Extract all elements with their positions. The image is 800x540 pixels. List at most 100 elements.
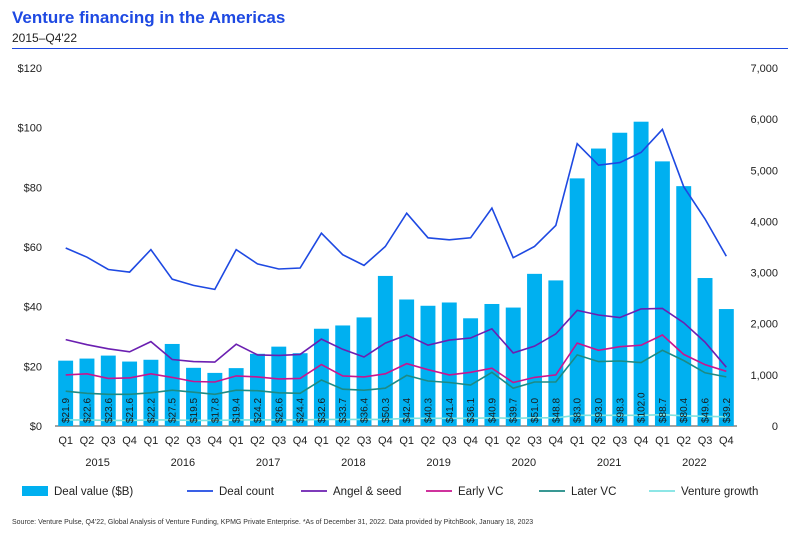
quarter-label: Q2 <box>591 435 606 447</box>
deal-value-label: $88.7 <box>658 398 669 423</box>
legend-label-series: Deal count <box>219 486 275 498</box>
deal-value-label: $36.1 <box>466 398 477 423</box>
deal-value-label: $39.2 <box>722 398 733 423</box>
legend-label-series: Later VC <box>571 486 616 498</box>
deal-value-label: $22.6 <box>82 398 93 423</box>
deal-value-label: $39.7 <box>509 398 520 423</box>
venture-chart: $0 $20 $40 $60 $80 $100 $120 0 1,000 2,000 3,000 4,… <box>18 63 778 498</box>
quarter-label: Q1 <box>144 435 159 447</box>
quarter-label: Q2 <box>335 435 350 447</box>
right-axis-tick: 2,000 <box>750 319 778 331</box>
deal-value-label: $27.5 <box>168 398 179 423</box>
quarter-label: Q4 <box>378 435 393 447</box>
deal-value-label: $51.0 <box>530 398 541 423</box>
quarter-label: Q3 <box>442 435 457 447</box>
deal-value-label: $33.7 <box>338 398 349 423</box>
quarter-label: Q3 <box>527 435 542 447</box>
right-axis-tick: 5,000 <box>750 165 778 177</box>
quarter-label: Q3 <box>698 435 713 447</box>
deal-value-label: $24.2 <box>253 398 264 423</box>
left-axis-tick: $120 <box>18 63 42 75</box>
year-label: 2020 <box>512 457 536 469</box>
deal-value-label: $93.0 <box>594 398 605 423</box>
deal-value-bar <box>654 161 670 426</box>
deal-value-label: $48.8 <box>551 398 562 423</box>
deal-value-label: $50.3 <box>381 398 392 423</box>
quarter-label: Q3 <box>612 435 627 447</box>
deal-value-label: $19.4 <box>232 398 243 423</box>
year-label: 2017 <box>256 457 280 469</box>
deal-value-label: $41.4 <box>445 398 456 423</box>
left-axis-tick: $0 <box>30 421 42 433</box>
deal-value-label: $17.8 <box>210 398 221 423</box>
right-axis-tick: 3,000 <box>750 268 778 280</box>
deal-value-bar <box>271 346 287 426</box>
quarter-label: Q4 <box>719 435 734 447</box>
left-axis-tick: $40 <box>24 302 42 314</box>
year-label: 2019 <box>426 457 450 469</box>
venture-growth-line <box>65 413 727 422</box>
deal-value-bar <box>420 305 436 426</box>
deal-value-bar <box>676 186 692 426</box>
deal-value-bar <box>569 178 585 426</box>
deal-value-bar <box>505 307 521 426</box>
legend-label-series: Venture growth <box>681 486 758 498</box>
deal-value-label: $21.9 <box>61 398 72 423</box>
quarter-label: Q2 <box>80 435 95 447</box>
quarter-label: Q2 <box>506 435 521 447</box>
quarter-label: Q1 <box>485 435 500 447</box>
deal-value-label: $49.6 <box>701 398 712 423</box>
deal-value-bar <box>484 303 500 426</box>
deal-value-label: $22.2 <box>146 398 157 423</box>
deal-value-label: $21.6 <box>125 398 136 423</box>
quarter-label: Q4 <box>549 435 564 447</box>
chart-subtitle: 2015–Q4'22 <box>12 31 78 45</box>
right-axis-tick: 0 <box>772 421 778 433</box>
deal-value-bar <box>313 328 329 426</box>
deal-value-bar <box>100 355 116 426</box>
right-axis-tick: 1,000 <box>750 370 778 382</box>
year-label: 2015 <box>85 457 109 469</box>
quarter-label: Q4 <box>463 435 478 447</box>
deal-value-bar <box>633 121 649 426</box>
quarter-label: Q2 <box>165 435 180 447</box>
deal-value-bar <box>207 372 223 426</box>
deal-value-bar <box>548 280 564 426</box>
quarter-label: Q4 <box>634 435 649 447</box>
quarter-label: Q1 <box>655 435 670 447</box>
quarter-label: Q2 <box>676 435 691 447</box>
chart-title: Venture financing in the Americas <box>12 8 286 27</box>
quarter-label: Q3 <box>186 435 201 447</box>
deal-value-label: $23.6 <box>104 398 115 423</box>
deal-value-label: $80.4 <box>679 398 690 423</box>
left-axis-tick: $20 <box>24 361 42 373</box>
deal-value-bar <box>58 360 74 426</box>
quarter-label: Q4 <box>293 435 308 447</box>
deal-value-bar <box>228 368 244 426</box>
deal-value-label: $36.4 <box>360 398 371 423</box>
deal-value-label: $40.9 <box>487 398 498 423</box>
deal-value-bar <box>612 132 628 426</box>
quarter-label: Q4 <box>122 435 137 447</box>
legend-label-series: Angel & seed <box>333 486 401 498</box>
quarter-label: Q1 <box>314 435 329 447</box>
quarter-label: Q1 <box>229 435 244 447</box>
year-label: 2016 <box>171 457 195 469</box>
deal-value-label: $32.6 <box>317 398 328 423</box>
deal-value-bar <box>697 278 713 426</box>
quarter-label: Q1 <box>58 435 73 447</box>
legend-swatch-deal-value <box>22 486 48 496</box>
angel-seed-line <box>65 307 727 368</box>
year-label: 2022 <box>682 457 706 469</box>
right-axis-tick: 6,000 <box>750 114 778 126</box>
legend-label-deal-value: Deal value ($B) <box>54 486 133 498</box>
year-label: 2018 <box>341 457 365 469</box>
quarter-label: Q3 <box>271 435 286 447</box>
deal-value-label: $24.4 <box>296 398 307 423</box>
deal-value-bar <box>164 343 180 426</box>
deal-value-bar <box>79 358 95 426</box>
left-axis-tick: $100 <box>18 123 42 135</box>
deal-value-label: $40.3 <box>423 398 434 423</box>
legend-label-series: Early VC <box>458 486 503 498</box>
quarter-label: Q1 <box>399 435 414 447</box>
